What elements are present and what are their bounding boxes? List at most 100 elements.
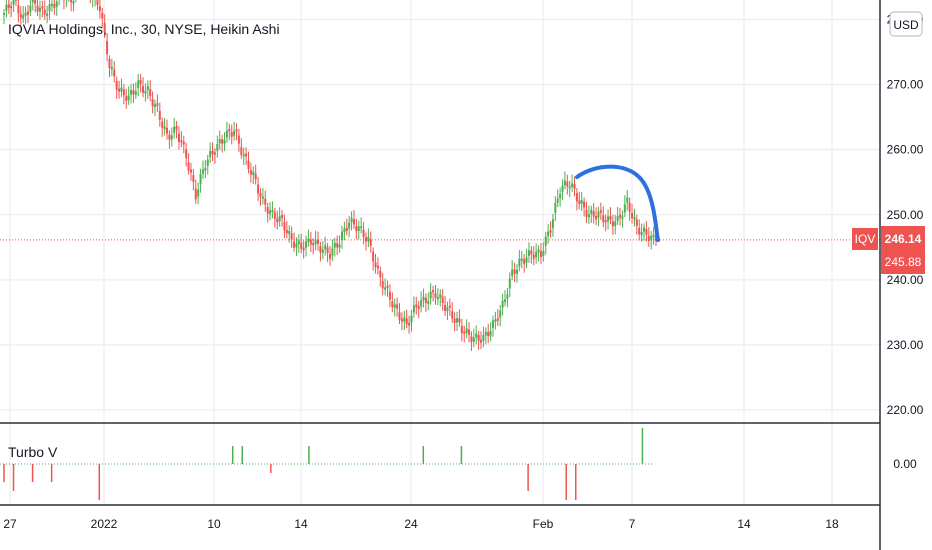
- candle: [350, 211, 353, 231]
- candle: [619, 207, 622, 226]
- candle: [595, 207, 598, 226]
- candle: [609, 207, 612, 225]
- candle: [156, 94, 159, 112]
- candle: [329, 245, 331, 266]
- candle: [271, 201, 274, 219]
- candle: [465, 319, 468, 338]
- candle: [647, 227, 650, 247]
- candle: [525, 248, 528, 269]
- candle: [331, 239, 334, 262]
- chart-title: IQVIA Holdings, Inc., 30, NYSE, Heikin A…: [8, 21, 280, 37]
- candle: [218, 130, 221, 150]
- time-tick-label: 18: [825, 517, 839, 531]
- annotation-arc: [575, 164, 660, 242]
- candle: [369, 231, 372, 253]
- grid-lines: [0, 0, 880, 505]
- candle: [26, 4, 29, 24]
- candle: [211, 142, 214, 162]
- candle: [643, 223, 646, 241]
- candle: [489, 322, 492, 342]
- candle: [568, 180, 571, 198]
- candle: [189, 162, 192, 181]
- candle: [134, 82, 137, 99]
- candle: [575, 187, 578, 211]
- candle: [293, 232, 296, 252]
- candle: [103, 14, 106, 38]
- candle: [472, 328, 475, 348]
- candle: [470, 331, 473, 351]
- candle: [122, 84, 125, 105]
- candle: [405, 309, 408, 329]
- candle: [544, 231, 547, 255]
- candle: [487, 323, 490, 344]
- candle: [254, 164, 257, 185]
- candle: [398, 303, 401, 324]
- candle: [372, 247, 375, 271]
- candle: [549, 221, 552, 238]
- indicator-value-label: 0.00: [893, 457, 917, 471]
- candle: [480, 331, 483, 350]
- candle: [130, 83, 133, 104]
- candle: [360, 217, 363, 234]
- candle: [132, 83, 135, 103]
- candle: [628, 197, 631, 221]
- candle: [166, 119, 168, 140]
- candle: [563, 171, 566, 190]
- candle: [115, 76, 118, 99]
- candle: [556, 189, 559, 208]
- time-tick-label: 10: [207, 517, 221, 531]
- candle: [621, 210, 624, 228]
- candle: [345, 218, 348, 236]
- candle: [317, 231, 320, 251]
- candle: [144, 83, 147, 102]
- candle: [599, 202, 602, 221]
- candle: [417, 301, 420, 319]
- candle: [645, 220, 648, 242]
- candle: [614, 214, 617, 235]
- candle: [364, 232, 367, 251]
- candle: [580, 191, 583, 211]
- symbol-tag: IQV: [852, 228, 878, 250]
- candle: [374, 253, 377, 274]
- candle: [616, 206, 619, 225]
- price-tick-label: 250.00: [887, 208, 924, 222]
- candle: [89, 0, 91, 4]
- candle: [635, 214, 638, 235]
- candle: [38, 0, 41, 20]
- candle: [602, 206, 605, 228]
- time-tick-label: 27: [3, 517, 17, 531]
- candle: [352, 210, 355, 229]
- candle: [393, 298, 396, 317]
- candle: [391, 292, 394, 313]
- candle: [187, 153, 190, 175]
- candle: [31, 0, 34, 11]
- candle: [278, 207, 281, 227]
- candle: [326, 242, 329, 263]
- candle: [276, 210, 279, 230]
- candle: [343, 221, 346, 241]
- candle: [285, 220, 288, 239]
- time-tick-label: 14: [737, 517, 751, 531]
- candle: [597, 206, 600, 227]
- indicator-bars: [3, 428, 644, 500]
- candle: [403, 310, 406, 330]
- currency-button[interactable]: USD: [889, 11, 923, 37]
- candle: [228, 123, 231, 141]
- candle: [506, 287, 509, 308]
- time-tick-label: 14: [294, 517, 308, 531]
- candle: [201, 160, 204, 179]
- candle: [484, 327, 487, 345]
- candle: [127, 86, 130, 105]
- candle: [225, 121, 228, 143]
- candle: [192, 168, 195, 191]
- candle: [281, 209, 284, 227]
- candle: [5, 0, 8, 18]
- candle: [216, 135, 219, 158]
- candle: [400, 312, 403, 331]
- candle: [149, 80, 152, 102]
- candle: [571, 174, 574, 192]
- candle: [336, 235, 339, 255]
- candle: [98, 0, 101, 19]
- time-tick-label: 2022: [91, 517, 118, 531]
- candle: [587, 205, 590, 224]
